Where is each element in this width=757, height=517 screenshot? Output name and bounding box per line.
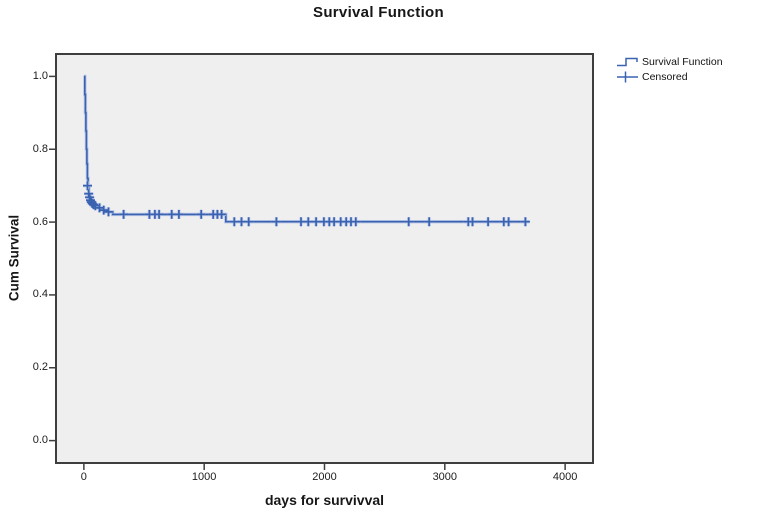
x-tick-label: 1000 bbox=[191, 471, 217, 483]
x-axis-title: days for survivval bbox=[264, 492, 385, 508]
censored-marks bbox=[83, 181, 530, 227]
x-tick-label: 3000 bbox=[432, 471, 458, 483]
x-tick-label: 0 bbox=[80, 471, 87, 483]
chart-title: Survival Function bbox=[313, 4, 444, 21]
legend-item-censored: Censored bbox=[616, 70, 723, 84]
y-tick-label: 0.0 bbox=[32, 434, 48, 447]
plot-frame bbox=[55, 53, 594, 464]
legend-item-survival-function: Survival Function bbox=[616, 55, 723, 69]
y-tick-label: 0.2 bbox=[32, 361, 48, 374]
x-tick-label: 2000 bbox=[312, 471, 337, 483]
legend-label-survival-function: Survival Function bbox=[642, 56, 723, 68]
y-axis-title: Cum Survival bbox=[6, 214, 22, 302]
plus-icon bbox=[617, 71, 638, 83]
y-tick-label: 0.8 bbox=[32, 142, 48, 155]
legend: Survival Function Censored bbox=[616, 55, 723, 84]
y-tick-label: 0.6 bbox=[32, 215, 48, 228]
y-tick-label: 1.0 bbox=[32, 69, 48, 82]
x-tick-label: 4000 bbox=[552, 471, 578, 483]
y-tick-label: 0.4 bbox=[32, 288, 48, 301]
step-line-icon bbox=[617, 57, 638, 67]
legend-label-censored: Censored bbox=[642, 71, 688, 83]
